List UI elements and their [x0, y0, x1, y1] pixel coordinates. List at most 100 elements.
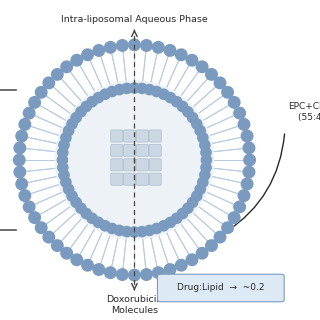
Circle shape — [105, 42, 116, 53]
Circle shape — [71, 113, 81, 123]
Circle shape — [107, 86, 117, 97]
Circle shape — [58, 147, 68, 157]
Circle shape — [105, 267, 116, 278]
Circle shape — [241, 178, 253, 190]
FancyBboxPatch shape — [124, 130, 136, 142]
Circle shape — [206, 68, 217, 80]
Circle shape — [67, 191, 77, 201]
Circle shape — [175, 260, 187, 271]
Circle shape — [100, 221, 110, 231]
Circle shape — [234, 108, 245, 119]
Circle shape — [93, 45, 105, 56]
Circle shape — [93, 92, 104, 103]
FancyBboxPatch shape — [111, 173, 123, 185]
Circle shape — [82, 260, 93, 271]
Circle shape — [195, 125, 205, 136]
Circle shape — [58, 163, 68, 173]
Circle shape — [129, 227, 140, 237]
Circle shape — [183, 107, 193, 117]
Circle shape — [200, 170, 210, 180]
Circle shape — [175, 49, 187, 60]
Circle shape — [114, 84, 124, 95]
Circle shape — [61, 177, 71, 188]
Circle shape — [59, 140, 69, 150]
FancyBboxPatch shape — [111, 159, 123, 171]
Circle shape — [87, 213, 97, 223]
Circle shape — [64, 90, 205, 230]
Circle shape — [67, 119, 77, 129]
Circle shape — [14, 166, 26, 178]
Circle shape — [107, 223, 117, 234]
Circle shape — [178, 208, 188, 219]
Circle shape — [71, 254, 83, 266]
Text: EPC+Cholesterol
(55:45 ratio): EPC+Cholesterol (55:45 ratio) — [288, 102, 320, 122]
Circle shape — [195, 184, 205, 195]
Circle shape — [55, 81, 213, 239]
Circle shape — [241, 130, 253, 142]
Circle shape — [172, 97, 182, 107]
Circle shape — [61, 247, 72, 259]
Circle shape — [141, 40, 152, 51]
Circle shape — [159, 89, 169, 99]
Circle shape — [43, 77, 54, 89]
FancyBboxPatch shape — [149, 159, 161, 171]
FancyBboxPatch shape — [124, 159, 136, 171]
Circle shape — [192, 191, 202, 201]
Circle shape — [13, 154, 25, 166]
Circle shape — [144, 84, 155, 95]
Circle shape — [63, 184, 74, 195]
Circle shape — [188, 113, 198, 123]
Text: Intra-liposomal Aqueous Phase: Intra-liposomal Aqueous Phase — [61, 15, 208, 24]
Circle shape — [186, 254, 198, 266]
Text: Doxorubicin
Molecules: Doxorubicin Molecules — [106, 295, 163, 315]
Circle shape — [137, 83, 147, 93]
FancyBboxPatch shape — [149, 144, 161, 156]
Circle shape — [122, 83, 132, 93]
Circle shape — [244, 154, 255, 166]
Circle shape — [87, 97, 97, 107]
Circle shape — [57, 155, 68, 165]
Circle shape — [243, 166, 255, 178]
Circle shape — [19, 119, 31, 130]
Circle shape — [178, 101, 188, 112]
Circle shape — [198, 132, 208, 143]
Circle shape — [196, 247, 208, 259]
Circle shape — [129, 269, 140, 281]
Circle shape — [188, 197, 198, 207]
Circle shape — [52, 68, 63, 80]
Circle shape — [116, 269, 128, 280]
Circle shape — [29, 97, 40, 108]
Circle shape — [238, 119, 250, 130]
Circle shape — [82, 49, 93, 60]
Circle shape — [152, 223, 162, 234]
FancyBboxPatch shape — [136, 144, 148, 156]
Circle shape — [214, 231, 226, 243]
Circle shape — [228, 97, 240, 108]
Circle shape — [68, 93, 201, 227]
Circle shape — [23, 108, 35, 119]
Circle shape — [29, 212, 40, 223]
Circle shape — [16, 178, 28, 190]
Circle shape — [172, 213, 182, 223]
Circle shape — [93, 264, 105, 275]
Circle shape — [238, 190, 250, 201]
Circle shape — [61, 132, 71, 143]
Circle shape — [222, 222, 233, 234]
Circle shape — [81, 208, 91, 219]
Circle shape — [198, 177, 208, 188]
FancyBboxPatch shape — [149, 173, 161, 185]
FancyBboxPatch shape — [111, 144, 123, 156]
Circle shape — [196, 61, 208, 73]
Circle shape — [14, 142, 26, 154]
Circle shape — [71, 197, 81, 207]
FancyBboxPatch shape — [111, 130, 123, 142]
Circle shape — [36, 222, 47, 234]
Circle shape — [201, 147, 211, 157]
Circle shape — [164, 264, 176, 275]
Circle shape — [201, 155, 212, 165]
Circle shape — [16, 130, 28, 142]
Circle shape — [61, 61, 72, 73]
Circle shape — [63, 125, 74, 136]
Circle shape — [243, 142, 255, 154]
Circle shape — [152, 86, 162, 97]
